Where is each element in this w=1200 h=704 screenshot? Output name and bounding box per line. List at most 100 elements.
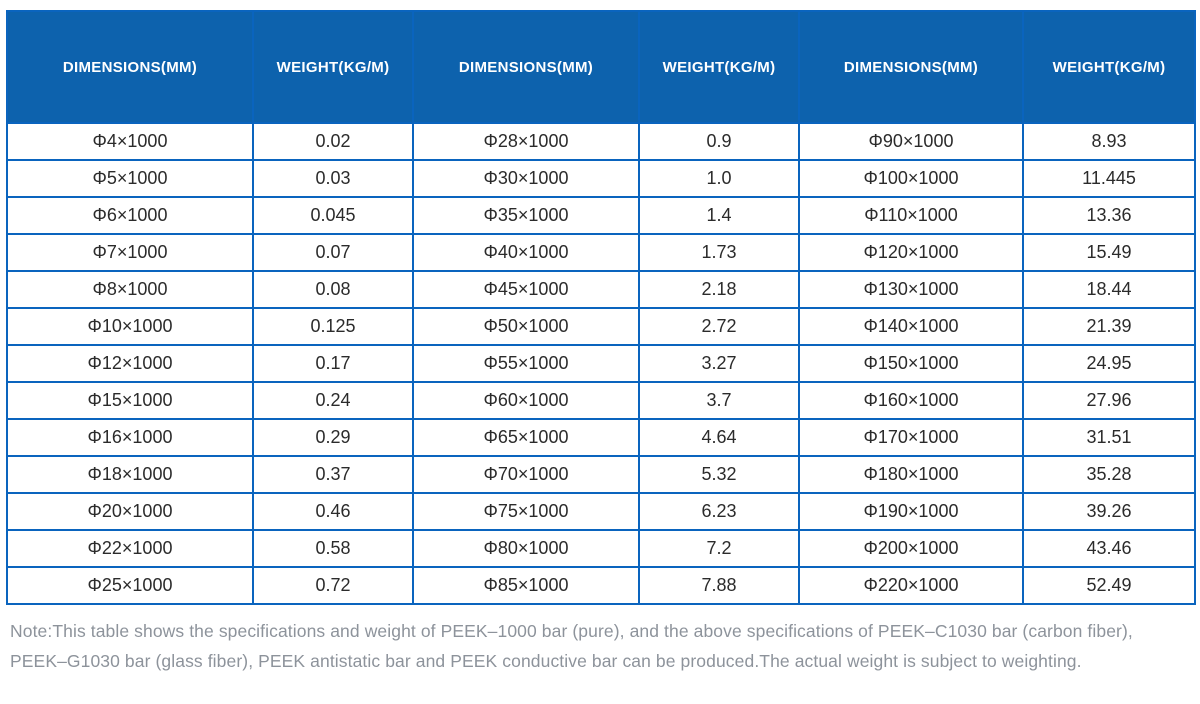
footnote-line-2: PEEK–G1030 bar (glass fiber), PEEK antis… [10, 651, 1082, 671]
weight-cell: 24.95 [1022, 344, 1196, 383]
table-row: Φ4×1000 0.02 Φ28×1000 0.9 Φ90×1000 8.93 [6, 122, 1196, 161]
col-header-dimensions-2: DIMENSIONS(MM) [412, 10, 640, 124]
weight-cell: 6.23 [638, 492, 800, 531]
col-header-dimensions-1: DIMENSIONS(MM) [6, 10, 254, 124]
weight-cell: 3.27 [638, 344, 800, 383]
table-row: Φ8×1000 0.08 Φ45×1000 2.18 Φ130×1000 18.44 [6, 270, 1196, 309]
dimension-cell: Φ90×1000 [798, 122, 1024, 161]
spec-table: DIMENSIONS(MM) WEIGHT(KG/M) DIMENSIONS(M… [6, 10, 1196, 605]
weight-cell: 31.51 [1022, 418, 1196, 457]
dimension-cell: Φ5×1000 [6, 159, 254, 198]
weight-cell: 2.18 [638, 270, 800, 309]
dimension-cell: Φ190×1000 [798, 492, 1024, 531]
dimension-cell: Φ45×1000 [412, 270, 640, 309]
dimension-cell: Φ160×1000 [798, 381, 1024, 420]
weight-cell: 0.08 [252, 270, 414, 309]
weight-cell: 0.07 [252, 233, 414, 272]
dimension-cell: Φ16×1000 [6, 418, 254, 457]
dimension-cell: Φ10×1000 [6, 307, 254, 346]
table-row: Φ10×1000 0.125 Φ50×1000 2.72 Φ140×1000 21.39 [6, 307, 1196, 346]
dimension-cell: Φ30×1000 [412, 159, 640, 198]
weight-cell: 7.88 [638, 566, 800, 605]
table-row: Φ7×1000 0.07 Φ40×1000 1.73 Φ120×1000 15.49 [6, 233, 1196, 272]
weight-cell: 35.28 [1022, 455, 1196, 494]
dimension-cell: Φ12×1000 [6, 344, 254, 383]
weight-cell: 0.9 [638, 122, 800, 161]
table-row: Φ15×1000 0.24 Φ60×1000 3.7 Φ160×1000 27.96 [6, 381, 1196, 420]
table-row: Φ12×1000 0.17 Φ55×1000 3.27 Φ150×1000 24.95 [6, 344, 1196, 383]
dimension-cell: Φ220×1000 [798, 566, 1024, 605]
dimension-cell: Φ6×1000 [6, 196, 254, 235]
weight-cell: 0.58 [252, 529, 414, 568]
weight-cell: 7.2 [638, 529, 800, 568]
table-body: Φ4×1000 0.02 Φ28×1000 0.9 Φ90×1000 8.93 Φ5×100… [6, 122, 1196, 605]
col-header-dimensions-3: DIMENSIONS(MM) [798, 10, 1024, 124]
dimension-cell: Φ100×1000 [798, 159, 1024, 198]
weight-cell: 0.125 [252, 307, 414, 346]
weight-cell: 8.93 [1022, 122, 1196, 161]
weight-cell: 0.29 [252, 418, 414, 457]
dimension-cell: Φ8×1000 [6, 270, 254, 309]
weight-cell: 0.24 [252, 381, 414, 420]
weight-cell: 11.445 [1022, 159, 1196, 198]
dimension-cell: Φ4×1000 [6, 122, 254, 161]
dimension-cell: Φ150×1000 [798, 344, 1024, 383]
dimension-cell: Φ80×1000 [412, 529, 640, 568]
dimension-cell: Φ18×1000 [6, 455, 254, 494]
dimension-cell: Φ110×1000 [798, 196, 1024, 235]
dimension-cell: Φ70×1000 [412, 455, 640, 494]
footnote: Note:This table shows the specifications… [10, 616, 1194, 676]
weight-cell: 1.73 [638, 233, 800, 272]
weight-cell: 5.32 [638, 455, 800, 494]
weight-cell: 1.0 [638, 159, 800, 198]
footnote-line-1: Note:This table shows the specifications… [10, 621, 1133, 641]
weight-cell: 39.26 [1022, 492, 1196, 531]
dimension-cell: Φ170×1000 [798, 418, 1024, 457]
dimension-cell: Φ15×1000 [6, 381, 254, 420]
col-header-weight-2: WEIGHT(KG/M) [638, 10, 800, 124]
weight-cell: 1.4 [638, 196, 800, 235]
dimension-cell: Φ22×1000 [6, 529, 254, 568]
dimension-cell: Φ55×1000 [412, 344, 640, 383]
weight-cell: 15.49 [1022, 233, 1196, 272]
dimension-cell: Φ180×1000 [798, 455, 1024, 494]
dimension-cell: Φ35×1000 [412, 196, 640, 235]
weight-cell: 3.7 [638, 381, 800, 420]
dimension-cell: Φ75×1000 [412, 492, 640, 531]
weight-cell: 0.17 [252, 344, 414, 383]
dimension-cell: Φ20×1000 [6, 492, 254, 531]
dimension-cell: Φ28×1000 [412, 122, 640, 161]
weight-cell: 0.37 [252, 455, 414, 494]
table-row: Φ20×1000 0.46 Φ75×1000 6.23 Φ190×1000 39.26 [6, 492, 1196, 531]
col-header-weight-3: WEIGHT(KG/M) [1022, 10, 1196, 124]
weight-cell: 2.72 [638, 307, 800, 346]
weight-cell: 43.46 [1022, 529, 1196, 568]
dimension-cell: Φ7×1000 [6, 233, 254, 272]
table-row: Φ6×1000 0.045 Φ35×1000 1.4 Φ110×1000 13.36 [6, 196, 1196, 235]
dimension-cell: Φ40×1000 [412, 233, 640, 272]
table-row: Φ18×1000 0.37 Φ70×1000 5.32 Φ180×1000 35.28 [6, 455, 1196, 494]
dimension-cell: Φ50×1000 [412, 307, 640, 346]
weight-cell: 27.96 [1022, 381, 1196, 420]
dimension-cell: Φ120×1000 [798, 233, 1024, 272]
header-row: DIMENSIONS(MM) WEIGHT(KG/M) DIMENSIONS(M… [6, 10, 1196, 124]
dimension-cell: Φ85×1000 [412, 566, 640, 605]
weight-cell: 52.49 [1022, 566, 1196, 605]
weight-cell: 0.03 [252, 159, 414, 198]
weight-cell: 13.36 [1022, 196, 1196, 235]
weight-cell: 4.64 [638, 418, 800, 457]
dimension-cell: Φ25×1000 [6, 566, 254, 605]
dimension-cell: Φ140×1000 [798, 307, 1024, 346]
table-row: Φ16×1000 0.29 Φ65×1000 4.64 Φ170×1000 31.51 [6, 418, 1196, 457]
weight-cell: 0.46 [252, 492, 414, 531]
dimension-cell: Φ60×1000 [412, 381, 640, 420]
table-row: Φ25×1000 0.72 Φ85×1000 7.88 Φ220×1000 52.49 [6, 566, 1196, 605]
dimension-cell: Φ130×1000 [798, 270, 1024, 309]
weight-cell: 18.44 [1022, 270, 1196, 309]
weight-cell: 0.72 [252, 566, 414, 605]
table-row: Φ5×1000 0.03 Φ30×1000 1.0 Φ100×1000 11.445 [6, 159, 1196, 198]
weight-cell: 0.02 [252, 122, 414, 161]
dimension-cell: Φ200×1000 [798, 529, 1024, 568]
weight-cell: 0.045 [252, 196, 414, 235]
